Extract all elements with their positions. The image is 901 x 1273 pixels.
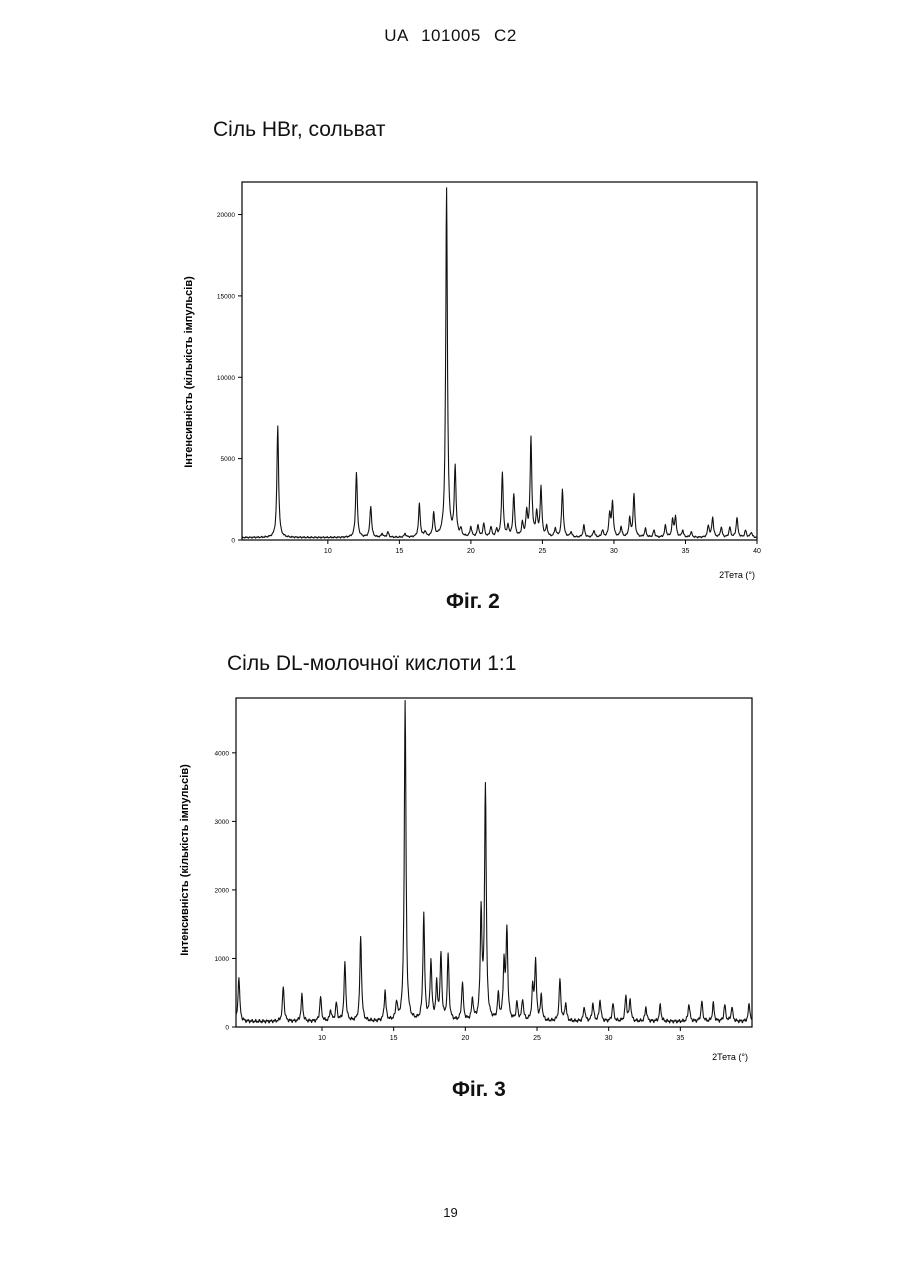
y-tick-label: 4000	[215, 750, 230, 757]
chart-1-caption: Фіг. 2	[446, 590, 500, 614]
x-tick-label: 10	[324, 548, 332, 555]
chart-2-title: Сіль DL-молочної кислоти 1:1	[227, 652, 516, 676]
x-tick-label: 25	[533, 1035, 541, 1042]
y-tick-label: 10000	[217, 375, 235, 382]
y-tick-label: 2000	[215, 887, 230, 894]
x-tick-label: 25	[539, 548, 547, 555]
x-tick-label: 20	[461, 1035, 469, 1042]
y-tick-label: 20000	[217, 212, 235, 219]
x-tick-label: 35	[676, 1035, 684, 1042]
y-tick-label: 1000	[215, 956, 230, 963]
x-tick-label: 10	[318, 1035, 326, 1042]
y-axis-label: Інтенсивність (кількість імпульсів)	[183, 276, 195, 468]
x-tick-label: 20	[467, 548, 475, 555]
page-number: 19	[0, 1205, 901, 1220]
x-tick-label: 40	[753, 548, 761, 555]
x-axis-label: 2Тета (°)	[719, 570, 755, 580]
plot-frame	[236, 698, 752, 1027]
chart-1-hbr-salt-xrd: 10 15 20 25 30 35 40 0 5000 10000 15000 20000 2Тета …	[0, 150, 901, 590]
y-tick-label: 3000	[215, 819, 230, 826]
chart-2-dl-lactic-salt-xrd: 10 15 20 25 30 35 0 1000 2000 3000 4000 2Тета (°) Ін…	[0, 680, 901, 1080]
diffraction-pattern-line	[242, 188, 757, 538]
y-tick-label: 15000	[217, 293, 235, 300]
x-tick-label: 15	[390, 1035, 398, 1042]
patent-header: UA 101005 C2	[0, 26, 901, 46]
plot-frame	[242, 182, 757, 540]
x-tick-label: 15	[395, 548, 403, 555]
x-axis-label: 2Тета (°)	[712, 1052, 748, 1062]
chart-1-title: Сіль HBr, сольват	[213, 118, 385, 142]
y-axis-label: Інтенсивність (кількість імпульсів)	[179, 764, 191, 956]
y-tick-label: 0	[231, 538, 235, 545]
y-tick-label: 5000	[221, 456, 236, 463]
x-tick-label: 30	[610, 548, 618, 555]
x-tick-label: 30	[605, 1035, 613, 1042]
diffraction-pattern-line	[236, 701, 752, 1024]
x-tick-label: 35	[682, 548, 690, 555]
y-tick-label: 0	[225, 1025, 229, 1032]
chart-2-caption: Фіг. 3	[452, 1078, 506, 1102]
